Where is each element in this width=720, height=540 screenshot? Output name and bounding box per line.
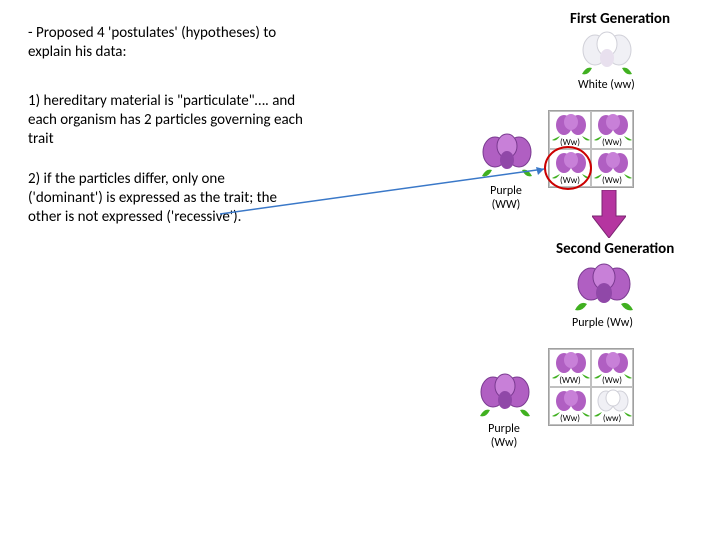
gen2-cell-geno: (Ww) (550, 413, 590, 424)
gen1-cell: (Ww) (591, 111, 633, 149)
gen2-top-parent-label: Purple (Ww) (572, 316, 633, 330)
gen2-cell-geno: (ww) (592, 413, 632, 424)
gen2-left-parent-flower-icon (476, 370, 534, 420)
second-generation-heading: Second Generation (556, 240, 674, 258)
gen2-left-parent-label: Purple (Ww) (476, 422, 532, 450)
first-generation-heading: First Generation (570, 10, 670, 28)
gen2-punnett-grid: (WW) (Ww) (Ww) (ww) (548, 348, 634, 426)
gen1-cell: (Ww) (549, 111, 591, 149)
white-parent-label: White (ww) (578, 78, 635, 92)
white-flower-icon (578, 28, 636, 78)
gen2-cell: (Ww) (549, 387, 591, 425)
gen1-cell: (Ww) (591, 149, 633, 187)
gen2-cell-geno: (Ww) (592, 375, 632, 386)
highlight-circle-icon (544, 146, 592, 190)
gen2-cell-geno: (WW) (550, 375, 590, 386)
gen1-cell-geno: (Ww) (592, 137, 632, 148)
gen2-cell: (WW) (549, 349, 591, 387)
gen1-cell-geno: (Ww) (592, 175, 632, 186)
postulate-1: 1) hereditary material is "particulate"…… (28, 92, 308, 148)
gen2-cell: (Ww) (591, 349, 633, 387)
gen2-cell: (ww) (591, 387, 633, 425)
gen2-top-parent-flower-icon (572, 260, 636, 314)
pointer-arrow-icon (220, 164, 550, 229)
down-arrow-icon (592, 190, 626, 243)
intro-text: - Proposed 4 'postulates' (hypotheses) t… (28, 24, 298, 62)
